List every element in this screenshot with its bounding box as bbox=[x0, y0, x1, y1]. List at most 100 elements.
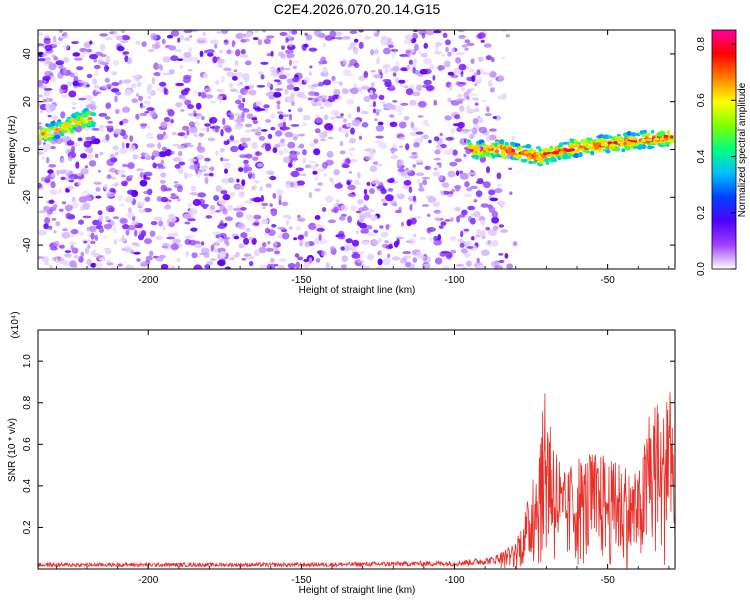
noise-cell bbox=[408, 186, 413, 193]
noise-cell bbox=[86, 226, 90, 232]
noise-cell bbox=[483, 43, 492, 48]
signal-cell bbox=[498, 139, 505, 145]
noise-cell bbox=[217, 259, 226, 267]
signal-cell bbox=[528, 161, 534, 164]
noise-cell bbox=[209, 126, 215, 129]
noise-cell bbox=[114, 151, 119, 156]
noise-cell bbox=[122, 133, 128, 140]
noise-cell bbox=[328, 95, 334, 99]
noise-cell bbox=[217, 63, 223, 68]
noise-cell bbox=[296, 180, 306, 186]
noise-cell bbox=[146, 123, 150, 129]
signal-cell bbox=[44, 133, 51, 137]
noise-cell bbox=[289, 59, 292, 66]
noise-cell bbox=[348, 147, 356, 151]
noise-cell bbox=[95, 51, 103, 56]
noise-cell bbox=[176, 257, 181, 263]
noise-cell bbox=[439, 138, 444, 144]
noise-cell bbox=[189, 56, 199, 62]
noise-cell bbox=[150, 110, 157, 118]
noise-cell bbox=[285, 181, 292, 188]
noise-cell bbox=[347, 215, 352, 223]
noise-cell bbox=[60, 111, 66, 119]
noise-cell bbox=[346, 123, 352, 128]
noise-cell bbox=[156, 196, 163, 202]
noise-cell bbox=[409, 99, 417, 106]
noise-cell bbox=[61, 231, 70, 239]
noise-cell bbox=[434, 149, 441, 155]
noise-cell bbox=[445, 46, 449, 53]
noise-cell bbox=[51, 114, 58, 121]
noise-cell bbox=[380, 188, 387, 195]
noise-cell bbox=[265, 170, 275, 175]
noise-cell bbox=[38, 94, 43, 98]
noise-cell bbox=[402, 255, 412, 259]
noise-cell bbox=[310, 86, 316, 90]
noise-cell bbox=[432, 170, 441, 177]
noise-cell bbox=[189, 35, 193, 38]
noise-cell bbox=[447, 170, 456, 178]
signal-cell bbox=[535, 146, 542, 150]
noise-cell bbox=[38, 32, 44, 36]
noise-cell bbox=[98, 227, 104, 234]
noise-cell bbox=[201, 115, 205, 121]
spectrogram-ytick-label: 20 bbox=[22, 96, 33, 108]
noise-cell bbox=[237, 94, 243, 100]
noise-cell bbox=[369, 148, 376, 155]
noise-cell bbox=[85, 136, 93, 141]
signal-cell bbox=[59, 132, 65, 137]
noise-cell bbox=[303, 114, 311, 121]
noise-cell bbox=[220, 129, 224, 137]
noise-cell bbox=[454, 114, 461, 120]
noise-cell bbox=[354, 179, 359, 185]
noise-cell bbox=[467, 205, 476, 211]
noise-cell bbox=[202, 168, 207, 172]
spectrogram-frame bbox=[37, 29, 676, 270]
noise-cell bbox=[64, 250, 72, 253]
noise-cell bbox=[359, 222, 367, 229]
noise-cell bbox=[472, 118, 479, 125]
noise-cell bbox=[48, 199, 55, 204]
noise-cell bbox=[512, 241, 518, 247]
noise-cell bbox=[86, 84, 90, 88]
noise-cell bbox=[468, 172, 476, 176]
noise-cell bbox=[314, 101, 323, 107]
noise-cell bbox=[210, 166, 215, 172]
noise-cell bbox=[235, 71, 244, 78]
noise-cell bbox=[410, 121, 415, 129]
noise-cell bbox=[115, 91, 122, 96]
noise-cell bbox=[487, 79, 493, 87]
noise-cell bbox=[413, 233, 417, 238]
noise-cell bbox=[476, 264, 485, 269]
signal-cell bbox=[82, 119, 86, 124]
noise-cell bbox=[303, 261, 311, 269]
noise-cell bbox=[68, 241, 76, 245]
noise-cell bbox=[203, 252, 210, 258]
signal-cell bbox=[641, 144, 647, 150]
noise-cell bbox=[370, 49, 375, 56]
noise-cell bbox=[433, 167, 438, 171]
noise-cell bbox=[330, 116, 336, 120]
noise-cell bbox=[283, 67, 291, 71]
noise-cell bbox=[248, 89, 257, 96]
noise-cell bbox=[122, 51, 130, 55]
noise-cell bbox=[174, 181, 179, 184]
noise-cell bbox=[111, 88, 120, 93]
noise-cell bbox=[422, 263, 432, 269]
signal-cell bbox=[605, 149, 611, 154]
noise-cell bbox=[459, 170, 464, 175]
noise-cell bbox=[147, 95, 151, 100]
noise-cell bbox=[464, 181, 470, 188]
noise-cell bbox=[254, 30, 259, 34]
noise-cell bbox=[360, 110, 369, 115]
noise-cell bbox=[85, 247, 90, 255]
noise-cell bbox=[248, 236, 254, 241]
noise-cell bbox=[334, 31, 343, 37]
noise-cell bbox=[477, 32, 486, 39]
signal-cell bbox=[475, 154, 479, 160]
signal-cell bbox=[562, 141, 569, 145]
noise-cell bbox=[488, 134, 497, 141]
noise-cell bbox=[415, 172, 425, 177]
noise-cell bbox=[348, 137, 357, 144]
noise-cell bbox=[68, 155, 73, 162]
